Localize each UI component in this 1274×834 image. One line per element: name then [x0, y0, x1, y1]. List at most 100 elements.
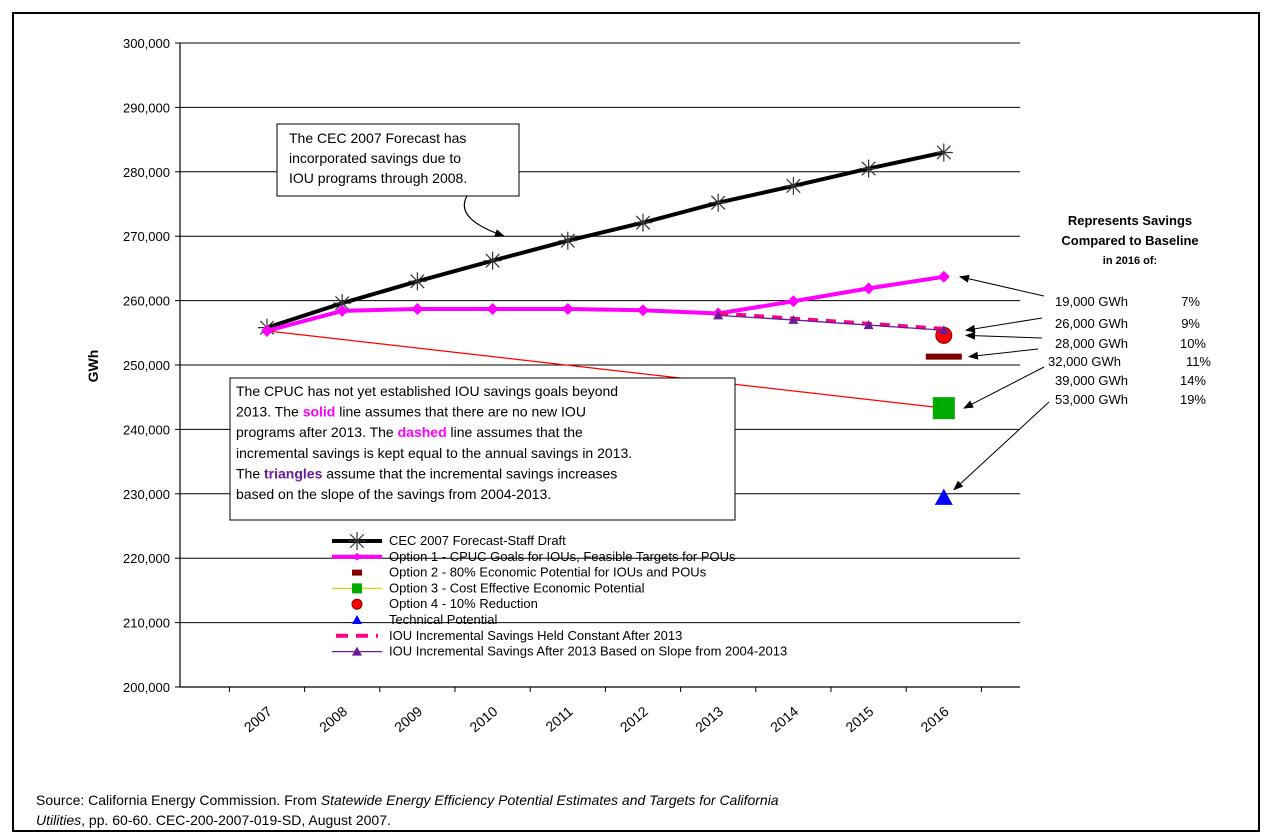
- data-point: [932, 397, 955, 420]
- legend-marker: [353, 552, 361, 561]
- y-tick-label: 280,000: [123, 165, 170, 180]
- cpuc-note-line: based on the slope of the savings from 2…: [236, 486, 551, 502]
- savings-gwh: 26,000 GWh: [1055, 316, 1128, 331]
- data-point: [637, 304, 649, 317]
- cec-note-line: The CEC 2007 Forecast has: [289, 130, 466, 146]
- savings-arrow: [959, 274, 1045, 297]
- cpuc-note-fragment: The: [236, 465, 264, 481]
- data-point: [787, 295, 800, 308]
- x-tick-label: 2015: [842, 703, 876, 735]
- cpuc-note-fragment: The CPUC has not yet established IOU sav…: [236, 383, 618, 399]
- cpuc-note-box: [229, 377, 736, 521]
- data-point: [335, 296, 350, 311]
- savings-pct: 19%: [1180, 392, 1206, 407]
- y-tick-label: 270,000: [123, 229, 170, 244]
- y-tick-label: 200,000: [123, 680, 170, 695]
- legend-item: Option 2 - 80% Economic Potential for IO…: [352, 565, 707, 580]
- savings-pct: 7%: [1181, 294, 1200, 309]
- savings-gwh: 53,000 GWh: [1055, 392, 1128, 407]
- source-line-1: Source: California Energy Commission. Fr…: [36, 792, 779, 808]
- legend-marker: [352, 583, 362, 594]
- data-point: [411, 302, 424, 315]
- cpuc-note-line: 2013. The solid line assumes that there …: [236, 404, 586, 420]
- legend-item: CEC 2007 Forecast-Staff Draft: [332, 532, 566, 550]
- cpuc-note-fragment: incremental savings is kept equal to the…: [236, 445, 632, 461]
- data-point: [934, 488, 953, 505]
- x-tick-label: 2016: [918, 703, 952, 735]
- cpuc-note-fragment: solid: [303, 404, 336, 420]
- data-point: [938, 325, 949, 335]
- cpuc-note-fragment: 2013. The: [236, 404, 303, 420]
- data-point: [925, 353, 962, 360]
- data-point: [713, 310, 724, 320]
- savings-gwh: 19,000 GWh: [1055, 294, 1128, 309]
- data-point: [410, 274, 425, 289]
- cec-note-line: IOU programs through 2008.: [289, 170, 467, 186]
- y-axis-title: GWh: [85, 350, 101, 383]
- legend-label: IOU Incremental Savings After 2013 Based…: [389, 644, 787, 659]
- x-tick-label: 2008: [316, 703, 350, 735]
- legend-item: Option 4 - 10% Reduction: [351, 596, 538, 611]
- savings-arrow: [965, 331, 1043, 340]
- data-point: [485, 253, 500, 268]
- savings-arrow: [963, 366, 1045, 409]
- cpuc-note-fragment: programs after 2013. The: [236, 424, 398, 440]
- savings-arrow: [965, 317, 1043, 333]
- cpuc-note-fragment: assume that the incremental savings incr…: [322, 465, 617, 481]
- legend-marker: [351, 598, 363, 610]
- x-tick-label: 2007: [241, 703, 275, 735]
- data-point: [937, 270, 950, 283]
- data-point: [711, 195, 726, 210]
- y-tick-label: 220,000: [123, 551, 170, 566]
- data-point: [862, 282, 875, 295]
- data-point: [261, 324, 273, 337]
- y-tick-label: 240,000: [123, 422, 170, 437]
- series-line: [718, 311, 944, 331]
- data-point: [861, 161, 876, 176]
- savings-pct: 10%: [1180, 336, 1206, 351]
- y-tick-label: 260,000: [123, 294, 170, 309]
- data-point: [560, 233, 575, 248]
- savings-gwh: 28,000 GWh: [1055, 336, 1128, 351]
- legend-label: Option 2 - 80% Economic Potential for IO…: [389, 565, 707, 580]
- series-line: [266, 274, 945, 333]
- y-tick-label: 230,000: [123, 487, 170, 502]
- savings-arrow: [953, 401, 1050, 491]
- cec-note-box: [276, 123, 520, 197]
- series-5: [934, 488, 953, 505]
- legend-label: Option 1 - CPUC Goals for IOUs, Feasible…: [389, 549, 736, 564]
- y-tick-label: 290,000: [123, 100, 170, 115]
- savings-pct: 11%: [1186, 354, 1211, 369]
- cpuc-note-line: The CPUC has not yet established IOU sav…: [236, 383, 618, 399]
- series-line: [266, 150, 945, 330]
- legend-marker: [352, 646, 362, 656]
- data-point: [788, 314, 799, 324]
- source-line-2: Utilities, pp. 60-60. CEC-200-2007-019-S…: [36, 812, 391, 828]
- figure-frame: 200,000 210,000 220,000 230,000 240,000 250,0…: [12, 12, 1260, 832]
- legend-label: IOU Incremental Savings Held Constant Af…: [389, 628, 682, 643]
- x-tick-label: 2011: [542, 703, 576, 735]
- legend-item: IOU Incremental Savings Held Constant Af…: [336, 628, 682, 643]
- x-tick-label: 2013: [692, 703, 726, 735]
- savings-gwh: 39,000 GWh: [1055, 373, 1128, 388]
- savings-gwh: 32,000 GWh: [1048, 354, 1121, 369]
- cpuc-note-fragment: line assumes that there are no new IOU: [335, 404, 586, 420]
- cpuc-note-line: incremental savings is kept equal to the…: [236, 445, 632, 461]
- data-point: [561, 302, 574, 315]
- cpuc-note-fragment: dashed: [398, 424, 447, 440]
- savings-arrow: [968, 348, 1039, 360]
- x-tick-label: 2012: [617, 703, 651, 735]
- y-tick-label: 210,000: [123, 616, 170, 631]
- cec-note-arrow: [463, 195, 505, 237]
- data-point: [786, 178, 801, 194]
- x-tick-label: 2010: [466, 703, 500, 735]
- legend-label: Technical Potential: [389, 612, 498, 627]
- legend-marker: [352, 569, 362, 576]
- legend-item: IOU Incremental Savings After 2013 Based…: [332, 644, 787, 659]
- data-point: [635, 215, 651, 230]
- x-tick-label: 2009: [391, 703, 425, 735]
- data-point: [486, 302, 499, 315]
- series-3: [932, 397, 955, 420]
- option3-trend-line: [266, 330, 944, 409]
- savings-title-line: Represents Savings: [1068, 213, 1192, 228]
